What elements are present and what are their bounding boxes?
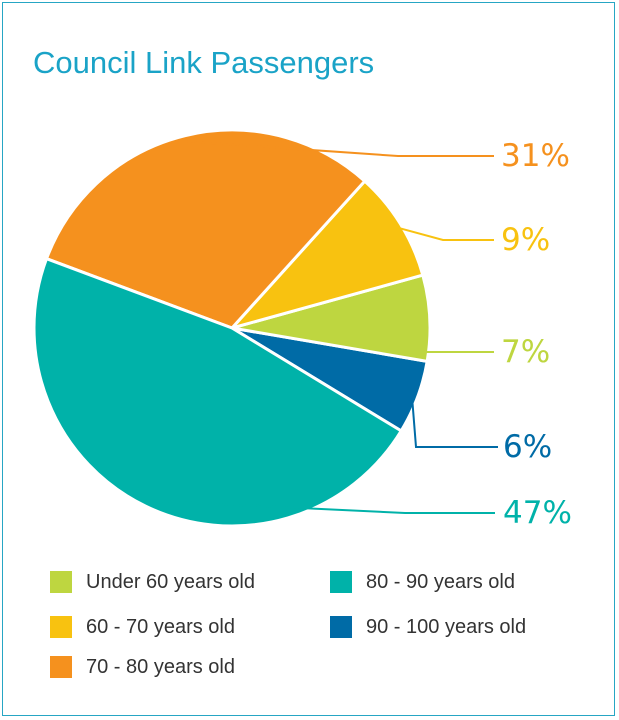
slice-value-label-5: 6% — [503, 429, 552, 465]
legend-item-2: 60 - 70 years old — [50, 612, 235, 642]
legend-item-3: 70 - 80 years old — [50, 652, 235, 682]
legend-item-5: 90 - 100 years old — [330, 612, 526, 642]
legend-swatch — [50, 656, 72, 678]
slice-value-label-4: 47% — [503, 495, 572, 531]
legend-swatch — [50, 571, 72, 593]
legend-label: 80 - 90 years old — [366, 570, 515, 593]
legend-item-4: 80 - 90 years old — [330, 567, 515, 597]
slice-value-label-1: 7% — [501, 334, 550, 370]
slice-value-label-2: 9% — [501, 222, 550, 258]
legend-label: 60 - 70 years old — [86, 615, 235, 638]
chart-title: Council Link Passengers — [33, 45, 375, 80]
legend-label: 90 - 100 years old — [366, 615, 527, 638]
legend-swatch — [330, 616, 352, 638]
leader-line-1 — [388, 319, 494, 353]
leader-line-2 — [395, 226, 494, 241]
legend-label: 70 - 80 years old — [86, 655, 235, 678]
legend-label: Under 60 years old — [86, 570, 255, 593]
pie-chart: 6% 7% 9% 31% 47% — [32, 128, 572, 531]
pie-slice-3 — [45, 128, 367, 330]
leader-line-4 — [148, 499, 495, 514]
legend-swatch — [50, 616, 72, 638]
leader-line-5 — [410, 395, 498, 448]
pie-slice-2 — [230, 179, 425, 330]
slice-value-label-3: 31% — [501, 138, 570, 174]
pie-slice-4 — [32, 257, 403, 528]
legend-item-1: Under 60 years old — [50, 567, 255, 597]
legend-swatch — [330, 571, 352, 593]
leader-line-3 — [186, 140, 494, 157]
